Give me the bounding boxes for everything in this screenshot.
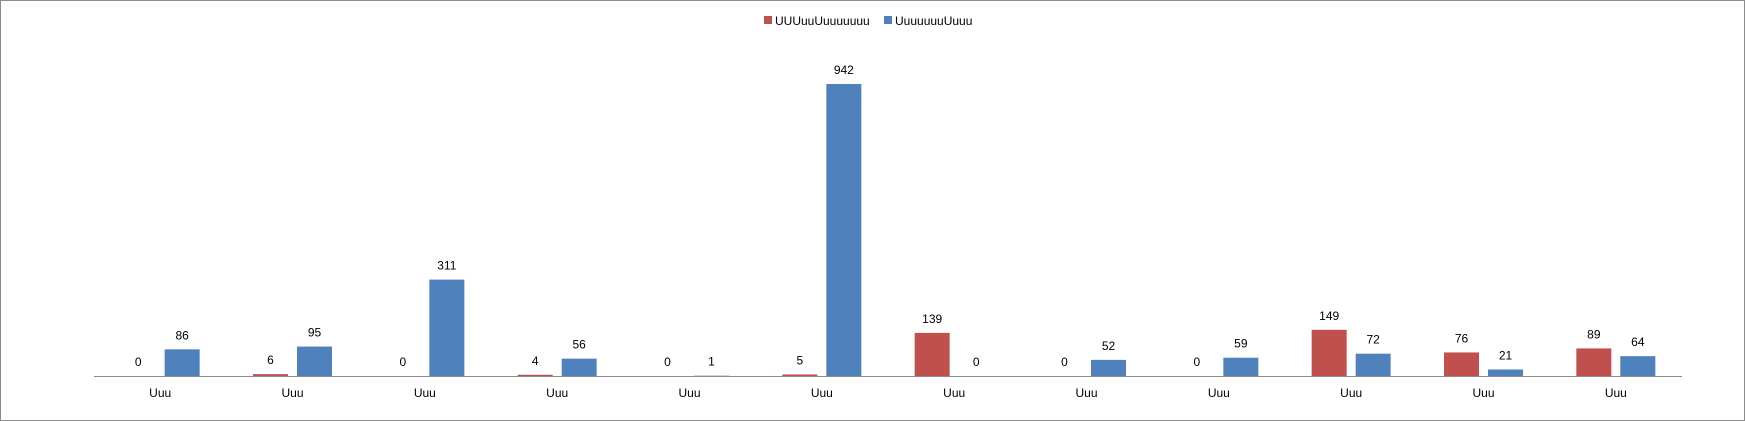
x-tick-label-7: Uuu bbox=[943, 386, 965, 400]
bar-series-2-cat-10 bbox=[1355, 353, 1391, 376]
x-tick-label-9: Uuu bbox=[1208, 386, 1230, 400]
bars bbox=[164, 83, 1656, 376]
bar-series-2-cat-8 bbox=[1091, 359, 1126, 376]
bar-series-2-cat-9 bbox=[1223, 357, 1259, 376]
x-tick-label-6: Uuu bbox=[811, 386, 833, 400]
bar-series-1-cat-7 bbox=[914, 332, 950, 376]
data-label-series-2-cat-1: 86 bbox=[175, 328, 189, 342]
legend-label-series-2: UuuuuuuUuuu bbox=[895, 14, 972, 28]
bar-series-2-cat-11 bbox=[1488, 369, 1523, 376]
data-label-series-2-cat-2: 95 bbox=[308, 326, 322, 340]
data-label-series-1-cat-2: 6 bbox=[267, 353, 274, 367]
data-label-series-2-cat-4: 56 bbox=[572, 338, 586, 352]
x-tick-label-4: Uuu bbox=[546, 386, 568, 400]
x-tick-label-3: Uuu bbox=[414, 386, 436, 400]
x-tick-label-5: Uuu bbox=[678, 386, 700, 400]
x-axis-ticks: Uuu Uuu Uuu Uuu Uuu Uuu Uuu Uuu Uuu Uuu Uuu Uuu bbox=[149, 386, 1627, 400]
legend-swatch-series-2 bbox=[884, 16, 892, 24]
x-tick-label-10: Uuu bbox=[1340, 386, 1362, 400]
data-label-series-2-cat-8: 52 bbox=[1102, 339, 1116, 353]
bar-series-1-cat-10 bbox=[1311, 329, 1347, 376]
bar-series-2-cat-3 bbox=[429, 279, 465, 376]
data-label-series-2-cat-7: 0 bbox=[973, 355, 980, 369]
bar-series-1-cat-6 bbox=[782, 374, 818, 376]
data-label-series-2-cat-11: 21 bbox=[1499, 348, 1513, 362]
data-label-series-1-cat-10: 149 bbox=[1319, 309, 1339, 323]
data-label-series-1-cat-11: 76 bbox=[1455, 331, 1469, 345]
data-labels: 0 86 6 95 0 311 4 56 0 1 5 942 139 0 0 52 0 59 149 72 76 21 89… bbox=[135, 63, 1645, 369]
x-tick-label-12: Uuu bbox=[1605, 386, 1627, 400]
data-label-series-1-cat-1: 0 bbox=[135, 355, 142, 369]
data-label-series-2-cat-5: 1 bbox=[708, 355, 715, 369]
bar-series-1-cat-2 bbox=[253, 374, 288, 376]
legend-swatch-series-1 bbox=[764, 16, 772, 24]
legend: UUUuuUuuuuuuu UuuuuuuUuuu bbox=[764, 14, 972, 28]
bar-series-2-cat-2 bbox=[297, 346, 332, 376]
legend-label-series-1: UUUuuUuuuuuuu bbox=[775, 14, 870, 28]
x-tick-label-1: Uuu bbox=[149, 386, 171, 400]
bar-series-1-cat-12 bbox=[1576, 348, 1612, 376]
x-tick-label-11: Uuu bbox=[1472, 386, 1494, 400]
data-label-series-2-cat-3: 311 bbox=[437, 259, 456, 273]
bar-series-1-cat-4 bbox=[517, 374, 553, 376]
data-label-series-1-cat-5: 0 bbox=[664, 355, 671, 369]
data-label-series-1-cat-6: 5 bbox=[796, 353, 803, 367]
data-label-series-1-cat-7: 139 bbox=[922, 312, 942, 326]
data-label-series-1-cat-8: 0 bbox=[1061, 355, 1068, 369]
x-tick-label-8: Uuu bbox=[1075, 386, 1097, 400]
x-tick-label-2: Uuu bbox=[281, 386, 303, 400]
data-label-series-2-cat-10: 72 bbox=[1366, 333, 1380, 347]
data-label-series-2-cat-9: 59 bbox=[1234, 337, 1248, 351]
bar-series-1-cat-11 bbox=[1444, 352, 1479, 376]
data-label-series-1-cat-12: 89 bbox=[1587, 327, 1601, 341]
bar-series-2-cat-12 bbox=[1620, 356, 1656, 376]
bar-series-2-cat-4 bbox=[561, 358, 597, 376]
data-label-series-1-cat-9: 0 bbox=[1193, 355, 1200, 369]
bar-series-2-cat-1 bbox=[164, 349, 200, 376]
data-label-series-1-cat-4: 4 bbox=[532, 354, 539, 368]
data-label-series-2-cat-6: 942 bbox=[834, 63, 854, 77]
data-label-series-1-cat-3: 0 bbox=[399, 355, 406, 369]
bar-series-2-cat-6 bbox=[826, 83, 862, 376]
data-label-series-2-cat-12: 64 bbox=[1631, 335, 1645, 349]
